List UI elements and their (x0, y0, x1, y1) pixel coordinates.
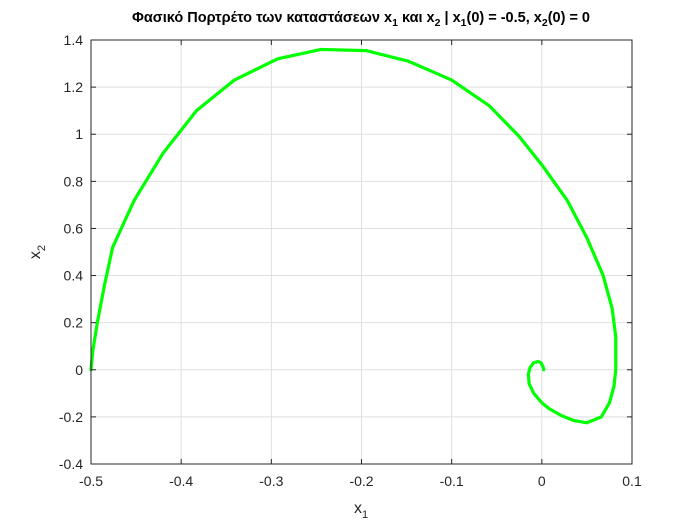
title-text: | x (440, 10, 460, 26)
title-text: (0) = 0 (548, 10, 590, 26)
title-subscript: 1 (392, 17, 398, 29)
series-layer (89, 47, 618, 425)
y-tick-label: 0.4 (64, 268, 84, 284)
y-tick-labels: -0.4 -0.2 0 0.2 0.4 0.6 0.8 1 1.2 1.4 (59, 32, 83, 472)
x-axis-label: x1 (354, 500, 368, 521)
y-tick-label: 0.6 (64, 220, 84, 236)
x-tick-label: -0.4 (169, 473, 193, 489)
title-text: Φασικό Πορτρέτο των καταστάσεων x (132, 10, 392, 26)
x-tick-label: 0.1 (622, 473, 642, 489)
x-tick-label: -0.5 (79, 473, 103, 489)
title-subscript: 2 (435, 17, 441, 29)
x-axis-label-base: x (354, 500, 362, 517)
title-text: και x (398, 10, 435, 26)
x-tick-label: -0.3 (259, 473, 283, 489)
x-tick-label: -0.1 (440, 473, 464, 489)
x-tick-label: -0.2 (349, 473, 373, 489)
y-tick-label: 0.8 (64, 173, 84, 189)
title-text: (0) = -0.5, x (466, 10, 541, 26)
y-tick-label: 1.4 (64, 32, 84, 48)
x-tick-labels: -0.5 -0.4 -0.3 -0.2 -0.1 0 0.1 (79, 473, 642, 489)
y-tick-label: 0.2 (64, 315, 84, 331)
y-axis-label-base: x (27, 251, 44, 259)
y-tick-label: 0 (75, 362, 83, 378)
chart-title: Φασικό Πορτρέτο των καταστάσεων x1 και x… (132, 10, 590, 29)
trajectory-line (89, 47, 618, 425)
x-axis-label-subscript: 1 (362, 509, 368, 521)
y-tick-label: -0.2 (59, 409, 83, 425)
title-subscript: 1 (461, 17, 467, 29)
y-axis-label: x2 (27, 245, 48, 259)
x-tick-label: 0 (538, 473, 546, 489)
title-subscript: 2 (542, 17, 548, 29)
tick-marks (90, 39, 633, 465)
y-tick-label: 1.2 (64, 79, 84, 95)
y-tick-label: -0.4 (59, 456, 83, 472)
y-tick-label: 1 (75, 126, 83, 142)
y-axis-label-subscript: 2 (36, 245, 48, 251)
